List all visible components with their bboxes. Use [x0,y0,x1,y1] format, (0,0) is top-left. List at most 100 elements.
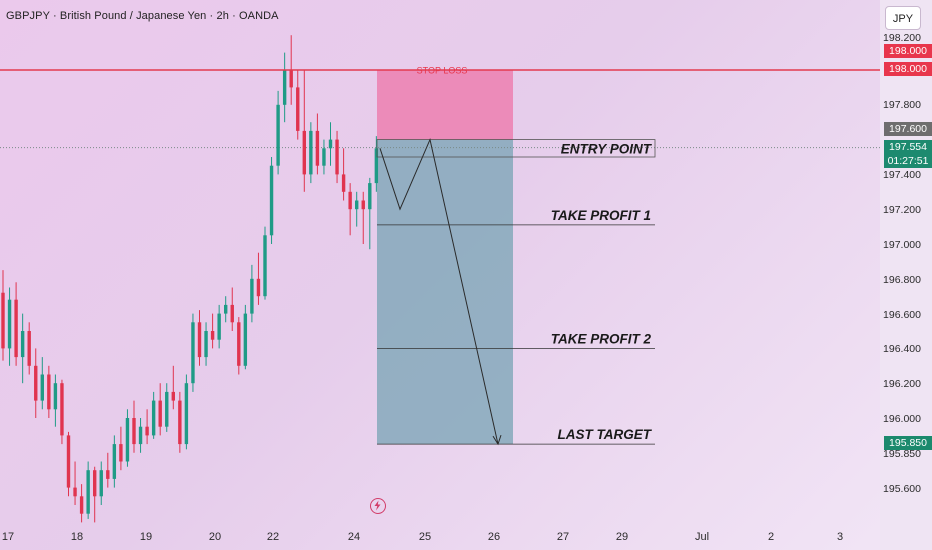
y-tick-label: 196.600 [883,309,921,321]
price-axis[interactable] [880,0,932,550]
y-tick-label: 197.800 [883,99,921,111]
x-tick-label: 20 [209,531,221,543]
stop-loss-price-tag: 198.000 [884,44,932,58]
candle-body [145,426,149,436]
projected-path-arrowhead [492,434,502,446]
countdown-tag: 01:27:51 [884,154,932,168]
candle-body [60,383,64,436]
candle-body [250,278,254,314]
candle-body [178,400,182,445]
candle-body [34,365,38,401]
candle-body [99,470,103,497]
candle-body [230,304,234,323]
candle-body [322,148,326,166]
candle-body [1,292,5,349]
candle-body [296,87,300,131]
candle-body [217,313,221,340]
currency-button[interactable]: JPY [885,6,921,30]
candle-body [151,400,156,436]
candle-body [66,435,71,488]
symbol-title[interactable]: GBPJPY · British Pound / Japanese Yen · … [6,10,279,22]
candle-body [7,299,12,349]
candle-body [197,322,202,358]
candle-body [302,130,306,175]
candle-body [269,165,274,236]
candle-body [47,374,51,410]
stop-loss-zone [377,70,513,140]
candle-body [132,418,136,445]
x-tick-label: Jul [695,531,709,543]
y-tick-label: 196.400 [883,343,921,355]
projected-path[interactable] [379,137,499,445]
y-tick-label: 196.000 [883,413,921,425]
candle-body [210,331,215,340]
candle-body [125,418,130,462]
candle-body [368,183,372,210]
stop-loss-label: STOP LOSS [417,66,468,76]
candle-body [355,200,359,210]
y-tick-label: 196.200 [883,378,921,390]
candle-body [348,191,352,210]
candle-body [171,391,175,401]
candle-body [14,299,18,358]
candle-body [158,400,162,427]
event-bolt-icon[interactable] [370,498,386,514]
take-profit-2-label: TAKE PROFIT 2 [551,331,652,346]
candle-body [361,200,365,210]
entry-point-label: ENTRY POINT [561,142,653,157]
candle-body [106,470,110,479]
x-tick-label: 17 [2,531,14,543]
candle-body [341,174,346,192]
y-tick-label: 197.000 [883,239,921,251]
candle-body [204,331,208,358]
candle-body [119,444,123,462]
entry-point-box[interactable] [376,139,656,158]
candle-body [86,470,90,514]
candle-body [374,148,379,184]
x-tick-label: 3 [837,531,843,543]
candle-body [191,322,195,384]
x-tick-label: 27 [557,531,569,543]
candle-body [165,391,169,427]
y-tick-label: 196.800 [883,274,921,286]
candle-body [73,487,77,497]
last-target-label: LAST TARGET [558,427,653,442]
last-target-price-tag: 195.850 [884,436,932,450]
x-tick-label: 18 [71,531,83,543]
x-tick-label: 26 [488,531,500,543]
y-tick-label: 197.200 [883,204,921,216]
candle-body [53,383,58,410]
x-tick-label: 22 [267,531,279,543]
y-tick-label: 197.400 [883,169,921,181]
candle-body [309,130,313,175]
x-tick-label: 29 [616,531,628,543]
x-tick-label: 19 [140,531,152,543]
candle-body [282,70,287,105]
candle-body [256,278,261,297]
take-profit-1-label: TAKE PROFIT 1 [551,208,651,223]
candle-body [79,496,84,514]
candle-body [276,104,280,166]
candle-body [40,374,44,401]
candle-body [138,426,143,445]
candle-body [184,383,189,445]
candle-body [93,470,97,497]
entry-price-tag: 197.600 [884,122,932,136]
candle-body [289,70,293,88]
candle-body [263,235,267,297]
profit-zone [377,139,513,445]
x-tick-label: 25 [419,531,431,543]
candle-body [20,331,25,358]
candle-body [27,331,31,366]
stop-loss-price-tag-2: 198.000 [884,62,932,76]
candle-body [237,322,241,366]
candle-body [315,130,320,166]
candle-body [335,139,339,175]
x-tick-label: 24 [348,531,360,543]
candle-body [328,139,333,149]
candle-body [224,304,228,314]
candle-body [243,313,248,366]
candle-body [112,444,117,479]
